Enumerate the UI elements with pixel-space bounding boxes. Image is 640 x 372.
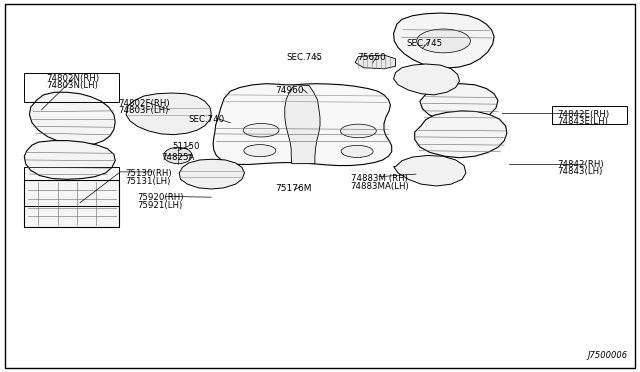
Polygon shape [179, 159, 244, 189]
Text: 74842E(RH): 74842E(RH) [557, 110, 609, 119]
Ellipse shape [244, 145, 276, 157]
Text: 74803F(LH): 74803F(LH) [118, 106, 169, 115]
Ellipse shape [243, 124, 279, 137]
Text: 74802F(RH): 74802F(RH) [118, 99, 170, 108]
Polygon shape [29, 92, 115, 145]
Polygon shape [355, 55, 396, 69]
Text: 75650: 75650 [357, 53, 386, 62]
Text: 75130(RH): 75130(RH) [125, 169, 172, 178]
Text: SEC.745: SEC.745 [406, 39, 442, 48]
Text: 74803N(LH): 74803N(LH) [46, 81, 98, 90]
Bar [24, 73, 119, 102]
Text: 75921(LH): 75921(LH) [138, 201, 183, 210]
Bar [552, 106, 627, 124]
Text: 74843(LH): 74843(LH) [557, 167, 602, 176]
Ellipse shape [417, 29, 470, 53]
Text: 74802N(RH): 74802N(RH) [46, 74, 99, 83]
Polygon shape [394, 13, 494, 68]
Bar [24, 180, 119, 227]
Bar [24, 167, 119, 206]
Polygon shape [126, 93, 211, 135]
Text: 51150: 51150 [173, 142, 200, 151]
Polygon shape [415, 111, 507, 158]
Text: SEC.745: SEC.745 [287, 53, 323, 62]
Polygon shape [420, 84, 498, 122]
Ellipse shape [341, 145, 373, 157]
Polygon shape [24, 141, 115, 179]
Text: 75920(RH): 75920(RH) [138, 193, 184, 202]
Text: 74825A: 74825A [161, 153, 195, 161]
Circle shape [164, 147, 192, 164]
Text: 74883M (RH): 74883M (RH) [351, 174, 408, 183]
Polygon shape [285, 85, 320, 164]
Ellipse shape [340, 124, 376, 138]
Text: 74843E(LH): 74843E(LH) [557, 117, 607, 126]
Polygon shape [213, 84, 392, 166]
Polygon shape [394, 64, 460, 95]
Text: J7500006: J7500006 [587, 351, 627, 360]
Text: 74842(RH): 74842(RH) [557, 160, 604, 169]
Text: 74960: 74960 [275, 86, 304, 94]
Text: 75131(LH): 75131(LH) [125, 177, 170, 186]
Text: SEC.740: SEC.740 [189, 115, 225, 124]
Text: 75176M: 75176M [275, 184, 312, 193]
Text: 74883MA(LH): 74883MA(LH) [351, 182, 410, 190]
Polygon shape [394, 155, 466, 186]
